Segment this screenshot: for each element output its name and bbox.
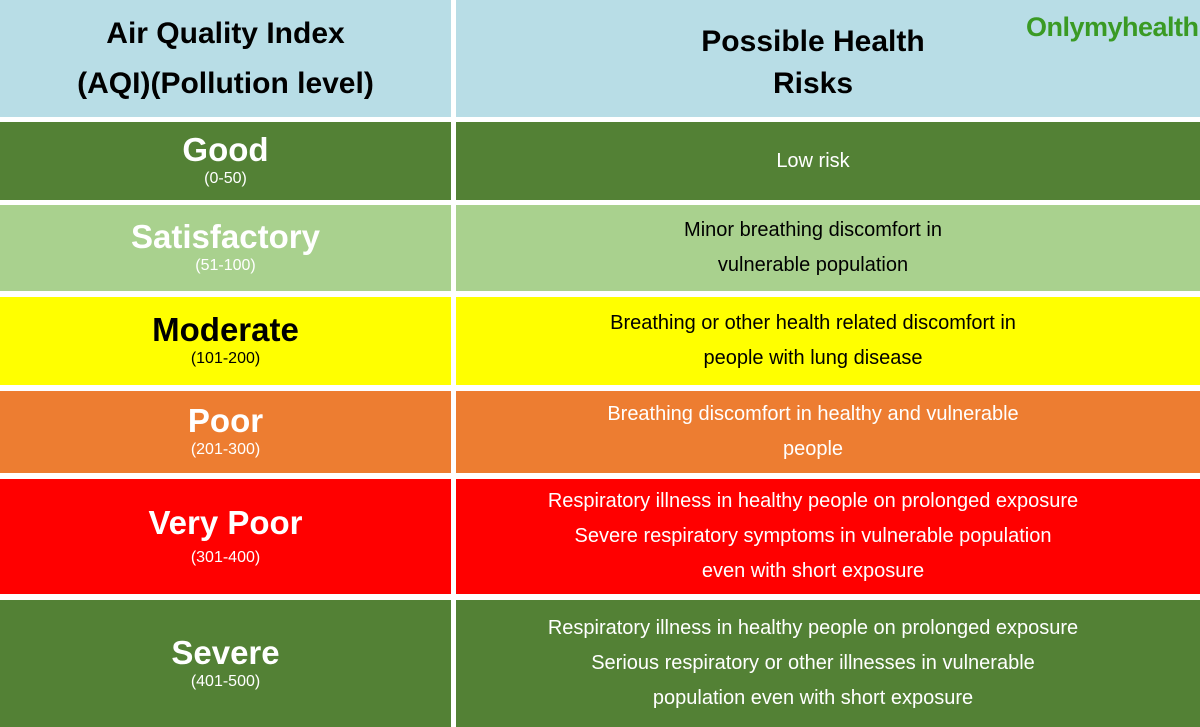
- header-right: Possible Health Risks: [456, 0, 1200, 117]
- risk-cell: Respiratory illness in healthy people on…: [456, 600, 1200, 727]
- risk-line: Breathing or other health related discom…: [610, 312, 1016, 334]
- level-name: Good: [182, 131, 269, 168]
- header-line: Air Quality Index: [106, 16, 345, 50]
- level-cell: Very Poor (301-400): [0, 479, 451, 594]
- header-left: Air Quality Index (AQI)(Pollution level): [0, 0, 451, 117]
- level-cell: Severe (401-500): [0, 600, 451, 727]
- risk-line: vulnerable population: [717, 254, 909, 276]
- level-range: (51-100): [195, 257, 256, 274]
- risk-line: Minor breathing discomfort in: [684, 219, 942, 241]
- level-name: Moderate: [152, 311, 299, 348]
- header-line: Risks: [772, 66, 854, 100]
- risk-line: Low risk: [776, 149, 850, 172]
- risk-line: people with lung disease: [703, 347, 923, 369]
- risk-line: Respiratory illness in healthy people on…: [547, 490, 1079, 512]
- header-line: (AQI)(Pollution level): [77, 66, 374, 100]
- level-cell: Moderate (101-200): [0, 297, 451, 385]
- level-range: (401-500): [190, 672, 261, 690]
- level-name: Satisfactory: [131, 218, 320, 255]
- level-range: (301-400): [190, 548, 261, 566]
- level-name: Very Poor: [148, 503, 303, 541]
- risk-cell: Respiratory illness in healthy people on…: [456, 479, 1200, 594]
- level-cell: Good (0-50): [0, 122, 451, 200]
- risk-line: even with short exposure: [701, 560, 925, 582]
- logo: Onlymyhealth: [1026, 12, 1199, 42]
- level-range: (201-300): [190, 441, 261, 458]
- level-cell: Poor (201-300): [0, 391, 451, 473]
- risk-line: Respiratory illness in healthy people on…: [547, 617, 1079, 639]
- risk-line: Breathing discomfort in healthy and vuln…: [607, 403, 1019, 425]
- level-name: Poor: [187, 402, 264, 439]
- risk-cell: Breathing discomfort in healthy and vuln…: [456, 391, 1200, 473]
- risk-cell: Breathing or other health related discom…: [456, 297, 1200, 385]
- risk-line: people: [782, 438, 844, 460]
- risk-line: Severe respiratory symptoms in vulnerabl…: [574, 525, 1052, 547]
- level-cell: Satisfactory (51-100): [0, 205, 451, 291]
- risk-line: Serious respiratory or other illnesses i…: [591, 652, 1035, 674]
- risk-cell: Minor breathing discomfort in vulnerable …: [456, 205, 1200, 291]
- risk-cell: Low risk: [456, 122, 1200, 200]
- risk-line: population even with short exposure: [652, 687, 974, 709]
- level-range: (0-50): [204, 170, 247, 187]
- level-name: Severe: [171, 633, 280, 671]
- level-range: (101-200): [190, 350, 261, 367]
- header-line: Possible Health: [701, 24, 925, 58]
